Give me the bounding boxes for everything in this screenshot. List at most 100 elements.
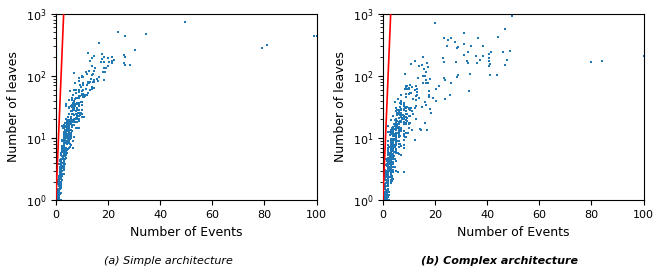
Point (66, 143, 77, 147)
Point (388, 140, 399, 144)
Point (424, 107, 435, 112)
Point (380, 198, 391, 203)
Point (381, 198, 392, 203)
Point (387, 143, 397, 147)
Point (57, 144, 67, 148)
Point (56, 177, 66, 182)
Point (66, 119, 77, 123)
Point (391, 125, 401, 129)
Point (63, 119, 74, 123)
Point (56, 171, 66, 175)
Point (58, 156, 69, 161)
Point (97, 56, 108, 61)
Point (393, 116, 404, 120)
Point (81, 87, 91, 91)
Point (54, 176, 65, 180)
Point (383, 178, 393, 183)
Point (391, 135, 401, 140)
Point (396, 127, 407, 131)
Point (89, 54, 100, 58)
Point (440, 77, 451, 82)
Point (54, 198, 65, 203)
Point (106, 61, 117, 65)
Point (383, 180, 393, 185)
Point (69, 99, 79, 103)
Point (380, 171, 391, 175)
Point (82, 93, 93, 97)
Point (53, 198, 63, 203)
Point (382, 158, 393, 163)
Point (380, 198, 391, 203)
Point (403, 131, 413, 136)
Point (380, 198, 391, 203)
Point (54, 176, 64, 180)
Point (54, 196, 64, 201)
Point (99, 78, 110, 82)
Point (401, 84, 412, 88)
Point (380, 170, 391, 175)
Point (380, 193, 391, 198)
Point (58, 142, 69, 147)
Point (383, 177, 393, 181)
Point (59, 153, 70, 157)
Point (385, 151, 396, 155)
Point (71, 120, 82, 125)
Point (71, 109, 81, 113)
X-axis label: Number of Events: Number of Events (130, 226, 243, 239)
Point (77, 108, 87, 112)
Point (74, 118, 85, 123)
Point (408, 97, 418, 101)
Point (380, 198, 391, 203)
Point (53, 189, 63, 193)
Point (54, 183, 65, 187)
Point (53, 191, 63, 195)
Point (393, 97, 403, 101)
Point (63, 138, 74, 142)
Point (63, 133, 73, 137)
Point (57, 148, 67, 152)
Point (385, 137, 396, 142)
Point (62, 125, 73, 129)
Point (393, 133, 404, 137)
Point (383, 158, 393, 163)
Point (77, 115, 87, 119)
Point (380, 190, 391, 194)
Point (96, 60, 106, 64)
Point (397, 117, 408, 121)
Point (391, 111, 402, 116)
Point (76, 74, 87, 78)
Point (439, 60, 449, 65)
Point (61, 138, 72, 143)
Point (53, 198, 63, 203)
Point (60, 140, 71, 144)
Point (388, 165, 399, 169)
Point (53, 193, 63, 197)
Point (61, 136, 71, 140)
Point (385, 163, 396, 168)
Point (381, 169, 392, 174)
Point (381, 171, 391, 175)
Point (380, 193, 391, 197)
Point (451, 60, 461, 64)
Point (56, 167, 66, 171)
Point (53, 198, 63, 203)
Point (58, 161, 69, 165)
Point (497, 50, 508, 54)
Point (380, 191, 391, 196)
Point (141, 32, 151, 36)
Point (402, 84, 412, 88)
Point (71, 126, 81, 131)
Point (471, 53, 482, 58)
Point (422, 128, 432, 132)
Point (58, 151, 69, 155)
Point (53, 198, 63, 203)
Point (409, 105, 420, 110)
Point (56, 171, 67, 175)
Point (380, 198, 391, 203)
Point (383, 168, 393, 172)
Point (59, 139, 70, 143)
Point (391, 123, 401, 127)
Point (380, 198, 391, 203)
Point (62, 123, 73, 127)
Point (385, 156, 396, 161)
